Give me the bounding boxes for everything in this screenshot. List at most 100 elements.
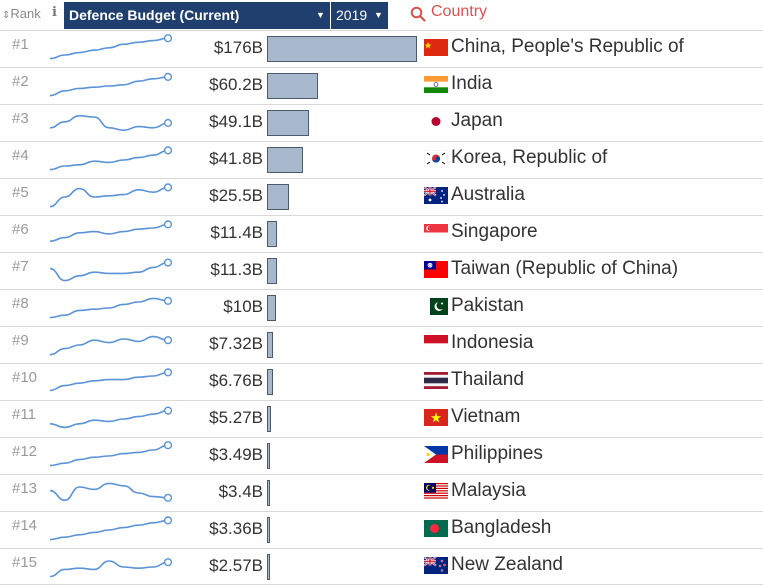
budget-bar xyxy=(267,147,303,173)
country-name[interactable]: Japan xyxy=(451,110,503,131)
pakistan-flag-icon xyxy=(424,298,448,315)
thailand-flag-icon xyxy=(424,372,448,389)
table-row[interactable]: #7 $11.3B Taiwan (Republic of China) xyxy=(0,252,763,289)
country-name[interactable]: Pakistan xyxy=(451,295,524,316)
table-row[interactable]: #3 $49.1B Japan xyxy=(0,104,763,141)
country-name[interactable]: Malaysia xyxy=(451,480,526,501)
country-name[interactable]: Korea, Republic of xyxy=(451,147,608,168)
philippines-flag-icon xyxy=(424,446,448,463)
rank-number: #1 xyxy=(12,36,29,53)
rank-number: #3 xyxy=(12,110,29,127)
rank-number: #10 xyxy=(12,369,38,386)
budget-value: $176B xyxy=(213,38,263,57)
budget-value: $49.1B xyxy=(209,112,263,131)
table-row[interactable]: #9 $7.32B Indonesia xyxy=(0,326,763,363)
budget-bar xyxy=(267,480,270,506)
japan-flag-icon xyxy=(424,113,448,130)
table-row[interactable]: #10 $6.76B Thailand xyxy=(0,363,763,400)
country-name[interactable]: Australia xyxy=(451,184,525,205)
budget-value: $7.32B xyxy=(209,334,263,353)
trend-sparkline xyxy=(49,220,173,242)
singapore-flag-icon xyxy=(424,224,448,241)
budget-value: $2.57B xyxy=(209,556,263,575)
budget-value: $3.36B xyxy=(209,519,263,538)
rank-sort-header[interactable]: ⇕Rank xyxy=(2,6,41,21)
trend-sparkline xyxy=(49,146,173,171)
chevron-down-icon: ▼ xyxy=(374,10,383,20)
budget-bar xyxy=(267,517,270,543)
country-name[interactable]: Thailand xyxy=(451,369,524,390)
metric-dropdown-label: Defence Budget (Current) xyxy=(69,7,240,23)
trend-sparkline xyxy=(49,72,173,97)
south-korea-flag-icon xyxy=(424,150,448,167)
budget-bar xyxy=(267,184,289,210)
trend-sparkline xyxy=(49,406,173,429)
rank-number: #5 xyxy=(12,184,29,201)
country-name[interactable]: Taiwan (Republic of China) xyxy=(451,258,679,279)
country-name[interactable]: Bangladesh xyxy=(451,517,552,538)
malaysia-flag-icon xyxy=(424,483,448,500)
table-row[interactable]: #1 $176B China, People's Republic of xyxy=(0,30,763,67)
country-name[interactable]: Vietnam xyxy=(451,406,521,427)
budget-bar xyxy=(267,443,270,469)
country-name[interactable]: Philippines xyxy=(451,443,543,464)
table-row[interactable]: #11 $5.27B Vietnam xyxy=(0,400,763,437)
budget-bar xyxy=(267,369,273,395)
country-name[interactable]: New Zealand xyxy=(451,554,563,575)
budget-bar xyxy=(267,221,277,247)
budget-bar xyxy=(267,73,319,99)
country-name[interactable]: Singapore xyxy=(451,221,538,242)
rank-number: #7 xyxy=(12,258,29,275)
rank-number: #14 xyxy=(12,517,38,534)
country-name[interactable]: Indonesia xyxy=(451,332,534,353)
budget-bar xyxy=(267,36,417,62)
country-name[interactable]: India xyxy=(451,73,493,94)
rank-number: #13 xyxy=(12,480,38,497)
trend-sparkline xyxy=(49,441,173,467)
australia-flag-icon xyxy=(424,187,448,204)
budget-bar xyxy=(267,258,277,284)
table-row[interactable]: #13 $3.4B Malaysia xyxy=(0,474,763,511)
budget-value: $10B xyxy=(223,297,263,316)
rank-number: #15 xyxy=(12,554,38,571)
trend-sparkline xyxy=(49,335,173,356)
table-row[interactable]: #5 $25.5B Australia xyxy=(0,178,763,215)
budget-value: $11.4B xyxy=(210,223,263,242)
new-zealand-flag-icon xyxy=(424,557,448,574)
rank-number: #9 xyxy=(12,332,29,349)
budget-value: $3.49B xyxy=(209,445,263,464)
table-row[interactable]: #2 $60.2B India xyxy=(0,67,763,104)
year-dropdown-label: 2019 xyxy=(336,7,368,23)
china-flag-icon xyxy=(424,39,448,56)
budget-value: $25.5B xyxy=(209,186,263,205)
year-dropdown[interactable]: 2019 ▼ xyxy=(331,2,388,29)
trend-sparkline xyxy=(49,258,173,282)
table-row[interactable]: #14 $3.36B Bangladesh xyxy=(0,511,763,548)
india-flag-icon xyxy=(424,76,448,93)
ranking-table: #1 $176B China, People's Republic of #2 $60.… xyxy=(0,30,763,585)
rank-number: #11 xyxy=(12,406,36,423)
table-row[interactable]: #6 $11.4B Singapore xyxy=(0,215,763,252)
trend-sparkline xyxy=(49,114,173,132)
table-row[interactable]: #12 $3.49B Philippines xyxy=(0,437,763,474)
indonesia-flag-icon xyxy=(424,335,448,352)
trend-sparkline xyxy=(49,558,173,578)
rank-number: #6 xyxy=(12,221,29,238)
chevron-down-icon: ▼ xyxy=(316,10,325,20)
budget-value: $11.3B xyxy=(210,260,263,279)
rank-number: #8 xyxy=(12,295,29,312)
sort-arrows-icon: ⇕ xyxy=(2,10,11,21)
trend-sparkline xyxy=(49,516,173,541)
budget-bar xyxy=(267,554,270,580)
info-icon[interactable]: i xyxy=(52,5,57,20)
table-row[interactable]: #4 $41.8B Korea, Republic of xyxy=(0,141,763,178)
table-header: ⇕Rank i Defence Budget (Current) ▼ 2019 … xyxy=(0,0,763,30)
metric-dropdown[interactable]: Defence Budget (Current) ▼ xyxy=(64,2,330,29)
table-row[interactable]: #15 $2.57B New Zealand xyxy=(0,548,763,585)
rank-number: #12 xyxy=(12,443,38,460)
table-row[interactable]: #8 $10B Pakistan xyxy=(0,289,763,326)
rank-number: #2 xyxy=(12,73,29,90)
rank-number: #4 xyxy=(12,147,29,164)
country-name[interactable]: China, People's Republic of xyxy=(451,36,684,57)
trend-sparkline xyxy=(49,183,173,208)
